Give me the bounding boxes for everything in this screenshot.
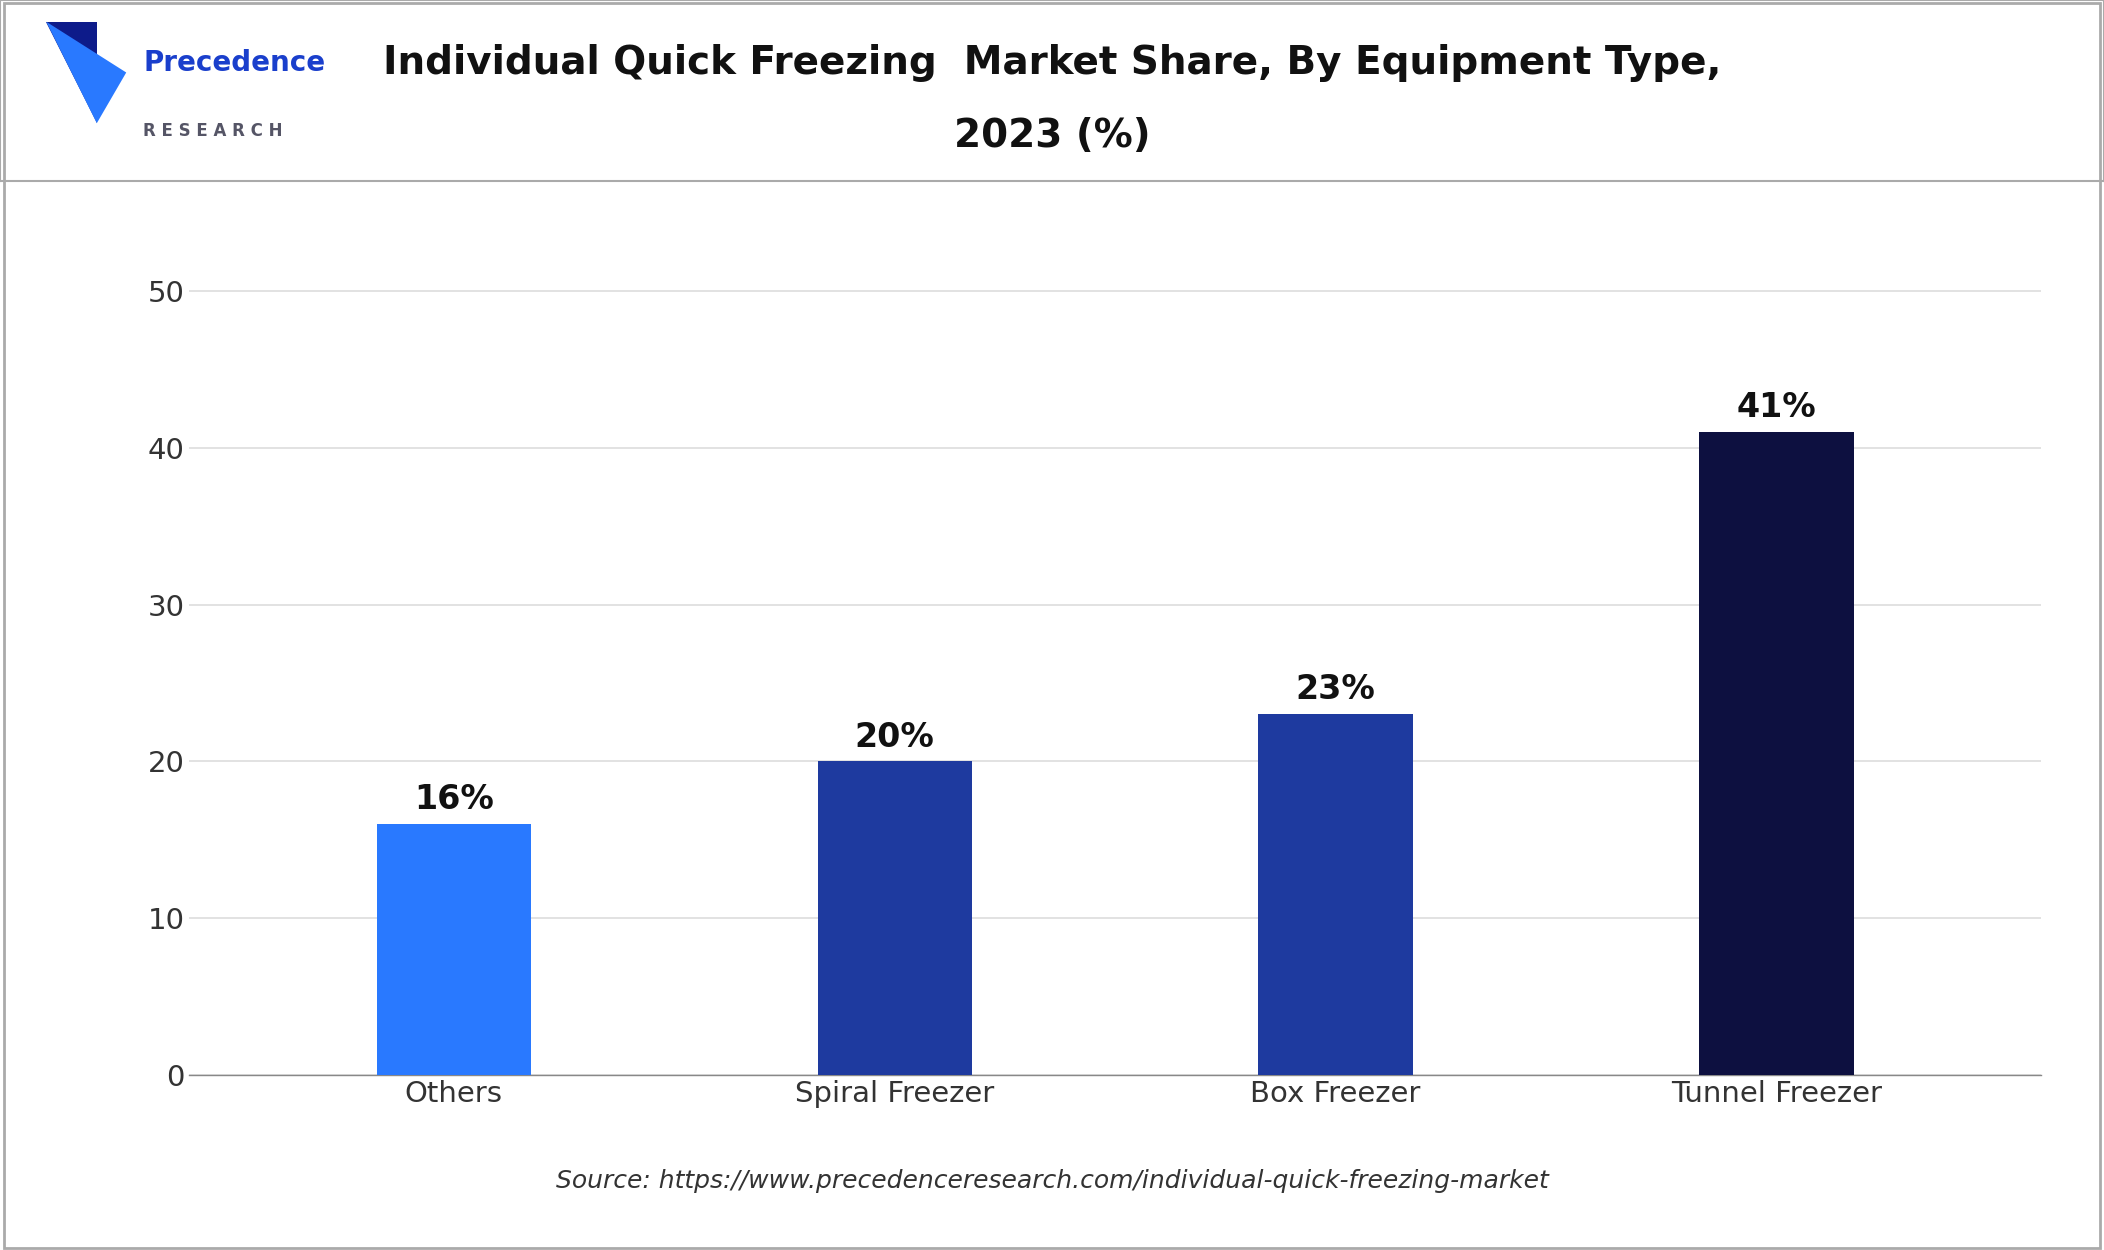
Text: Source: https://www.precedenceresearch.com/individual-quick-freezing-market: Source: https://www.precedenceresearch.c…	[555, 1169, 1549, 1194]
Bar	[1700, 432, 1854, 1075]
Text: Individual Quick Freezing  Market Share, By Equipment Type,: Individual Quick Freezing Market Share, …	[383, 45, 1721, 82]
Bar	[1258, 714, 1412, 1075]
Polygon shape	[46, 21, 97, 124]
Text: 16%: 16%	[414, 784, 494, 816]
Text: 20%: 20%	[854, 720, 934, 754]
Text: 2023 (%): 2023 (%)	[953, 118, 1151, 155]
Text: 23%: 23%	[1296, 674, 1376, 706]
Polygon shape	[46, 21, 126, 124]
Text: R E S E A R C H: R E S E A R C H	[143, 121, 282, 140]
Bar	[377, 824, 530, 1075]
Text: 41%: 41%	[1736, 391, 1816, 424]
Bar	[818, 761, 972, 1075]
Text: Precedence: Precedence	[143, 50, 326, 78]
